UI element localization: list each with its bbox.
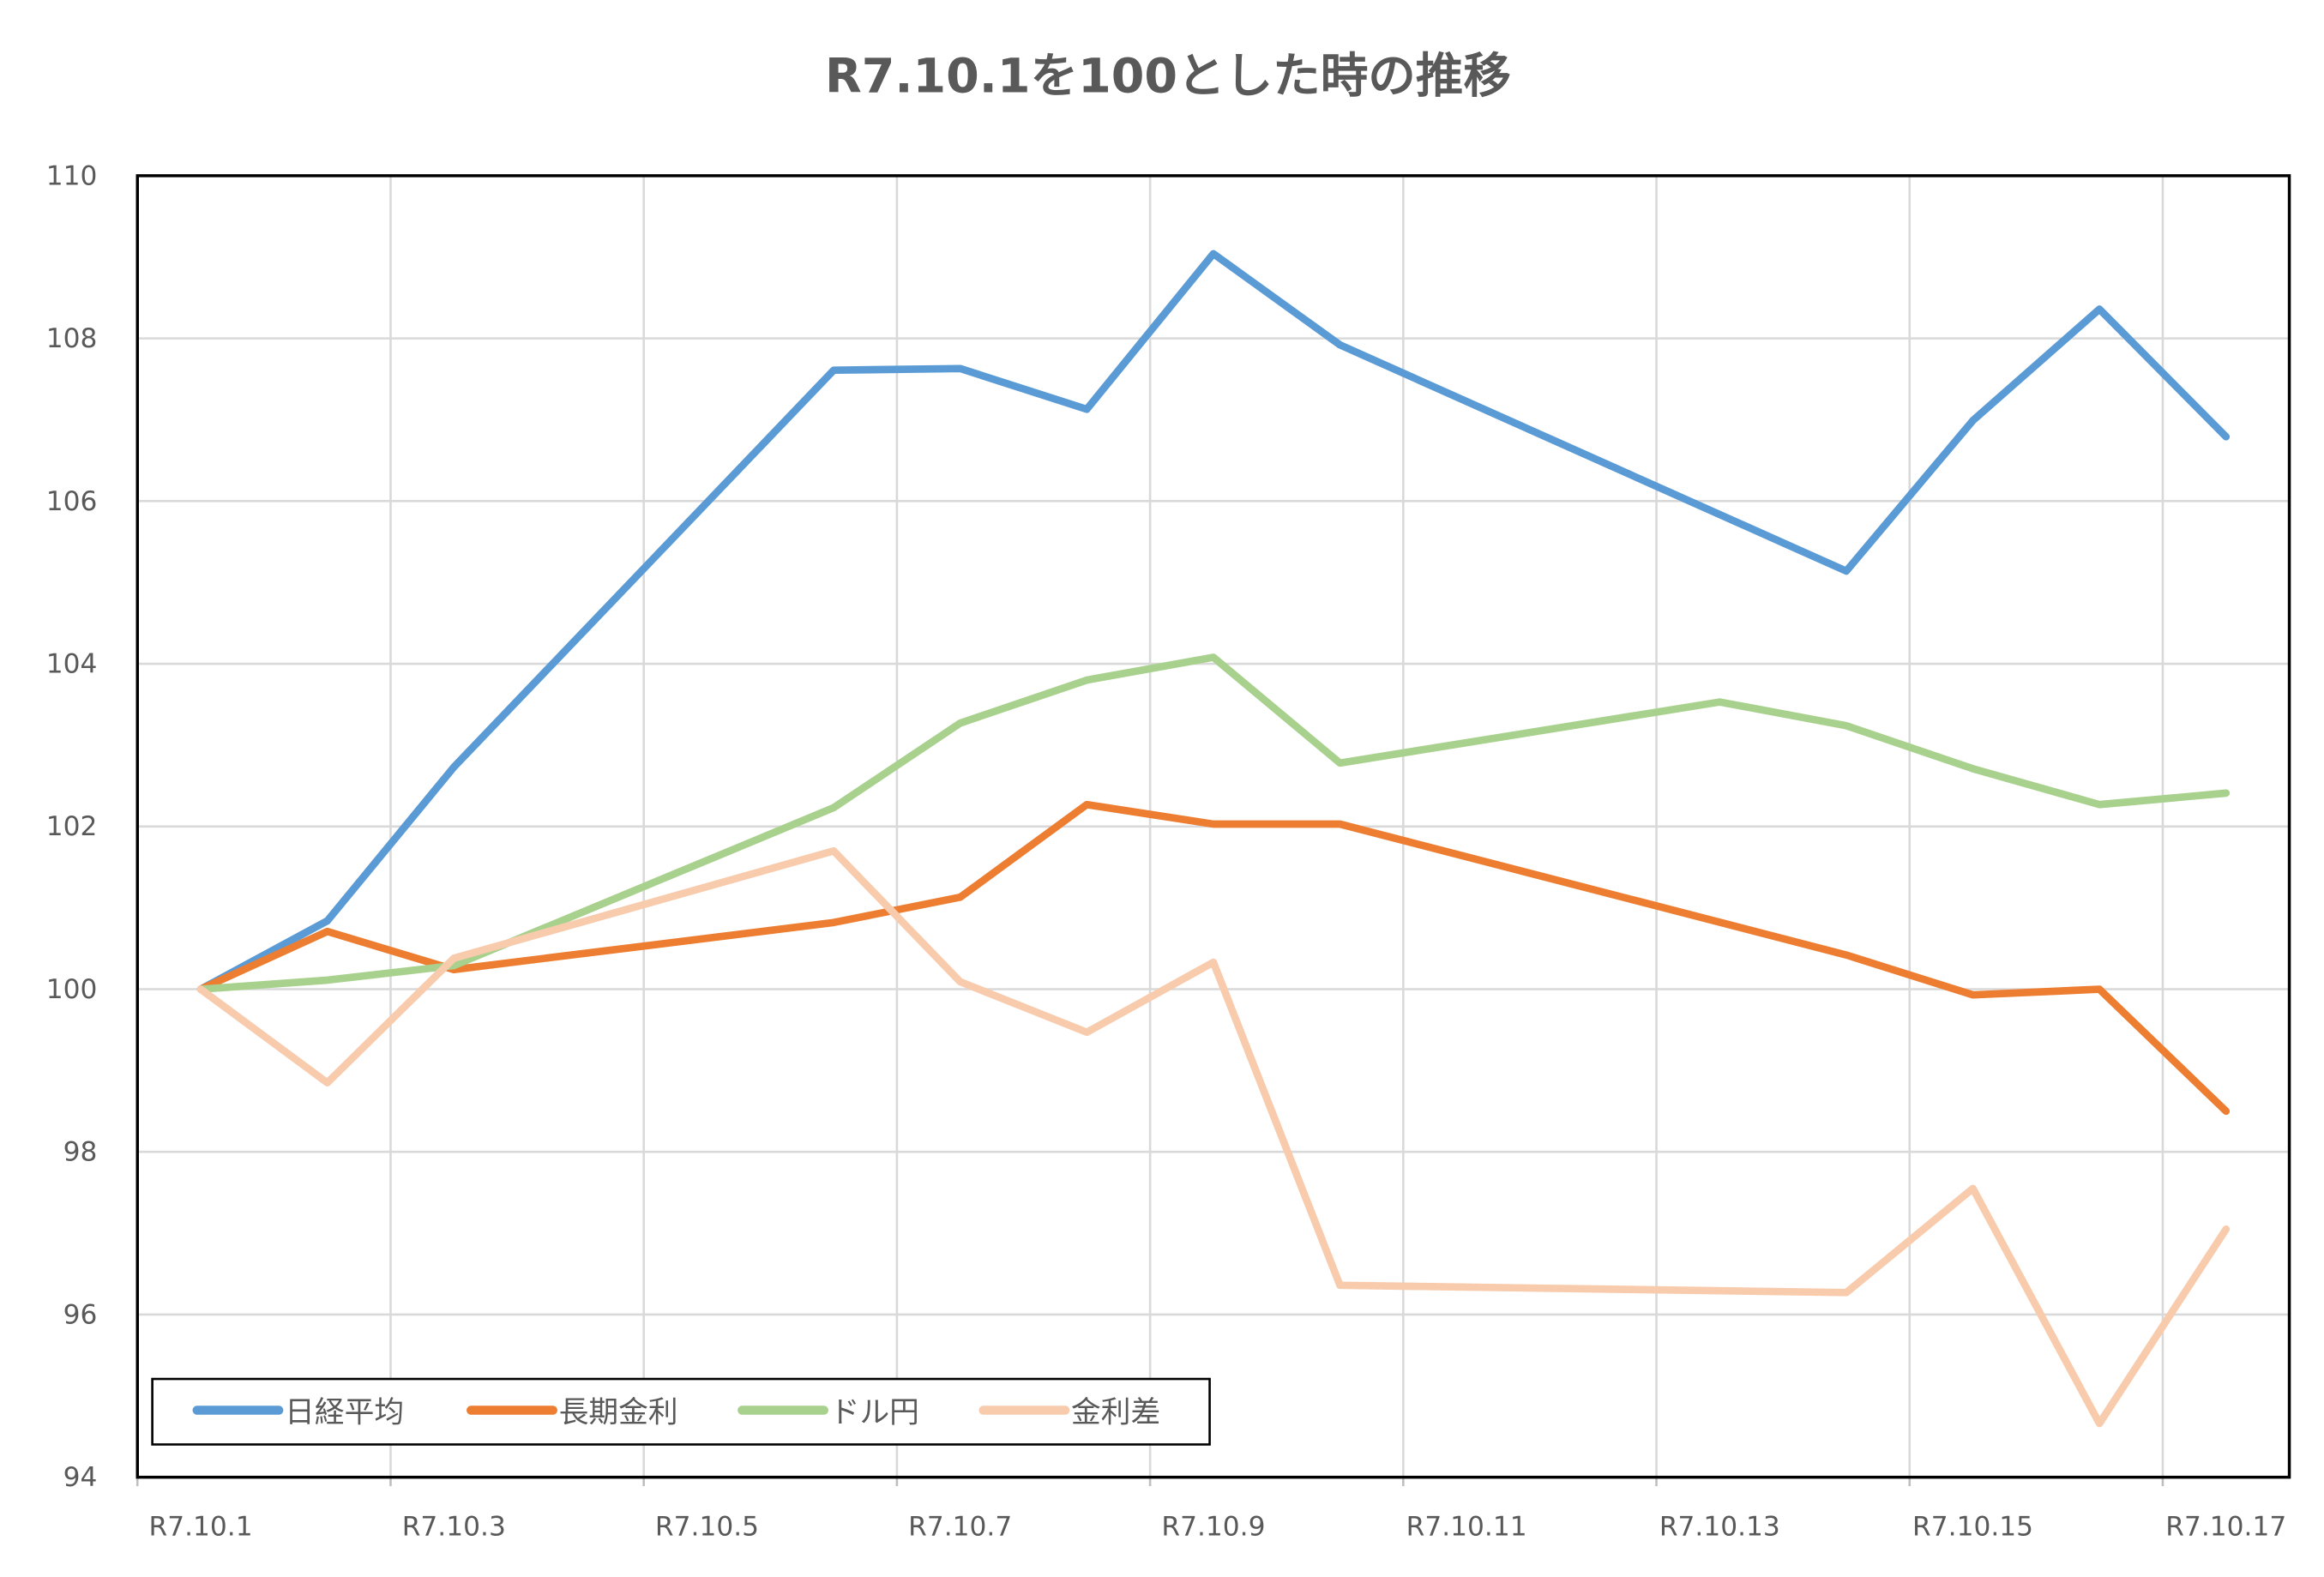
- y-tick-label: 110: [46, 160, 98, 191]
- x-axis: R7.10.1 R7.10.3 R7.10.5 R7.10.7 R7.10.9 R7.10…: [149, 1511, 2287, 1542]
- legend-label: 日経平均: [285, 1395, 404, 1430]
- series-line-2: [196, 653, 2231, 993]
- y-tick-label: 106: [46, 486, 98, 517]
- y-tick-label: 94: [63, 1462, 98, 1493]
- x-tick-label: R7.10.1: [149, 1511, 253, 1542]
- y-tick-label: 102: [46, 811, 98, 842]
- y-tick-label: 96: [63, 1299, 98, 1330]
- series-line-0: [196, 250, 2231, 993]
- x-tick-label: R7.10.11: [1406, 1511, 1527, 1542]
- legend-label: 長期金利: [559, 1395, 678, 1430]
- gridlines: [135, 174, 2290, 1487]
- legend: 日経平均 長期金利 ドル円 金利差: [151, 1377, 1211, 1446]
- y-tick-label: 104: [46, 648, 98, 679]
- series-line-3: [196, 846, 2231, 1428]
- y-tick-label: 98: [63, 1137, 98, 1168]
- plot-area-border: [135, 174, 2291, 1479]
- x-tick-label: R7.10.15: [1912, 1511, 2033, 1542]
- y-tick-label: 108: [46, 323, 98, 354]
- y-tick-label: 100: [46, 974, 98, 1005]
- x-tick-label: R7.10.17: [2165, 1511, 2286, 1542]
- x-tick-label: R7.10.3: [402, 1511, 506, 1542]
- y-axis: 94 96 98 100 102 104 106 108 110: [46, 160, 98, 1493]
- x-tick-label: R7.10.5: [655, 1511, 759, 1542]
- x-tick-label: R7.10.7: [908, 1511, 1012, 1542]
- series-line-1: [196, 800, 2231, 1116]
- x-tick-label: R7.10.9: [1161, 1511, 1265, 1542]
- x-tick-label: R7.10.13: [1659, 1511, 1780, 1542]
- legend-label: 金利差: [1071, 1395, 1160, 1430]
- legend-label: ドル円: [830, 1395, 919, 1430]
- chart-title: R7.10.1を100とした時の推移: [825, 49, 1511, 105]
- series-lines: [196, 250, 2231, 1428]
